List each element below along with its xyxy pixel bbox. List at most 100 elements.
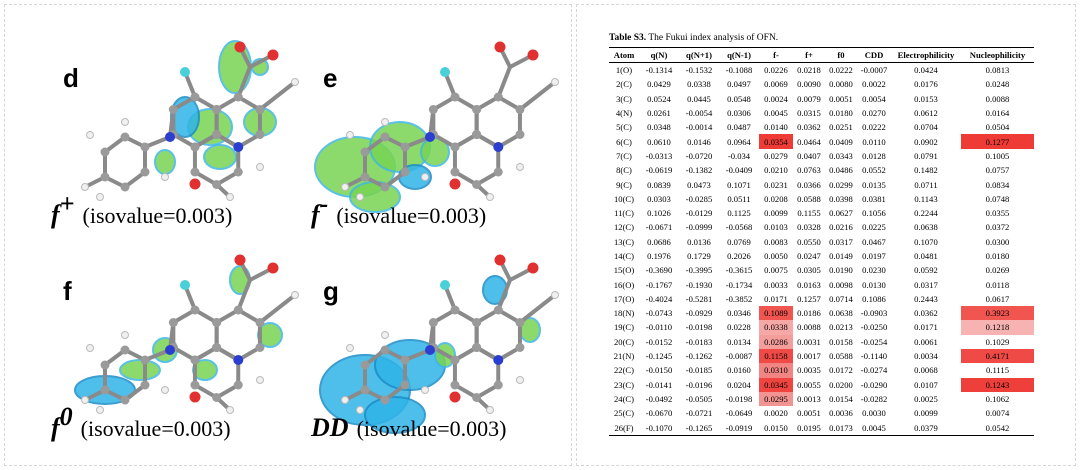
hydrogen-atom — [346, 344, 354, 352]
table-cell: 0.0088 — [985, 93, 1010, 104]
table-cell: 0.0218 — [797, 65, 821, 76]
table-cell: 0.0061 — [914, 336, 938, 347]
panel-caption: f+ (isovalue=0.003) — [51, 189, 232, 229]
atom — [100, 172, 110, 182]
table-cell: 0.0222 — [829, 65, 853, 76]
atom — [380, 395, 390, 405]
oxygen-atom — [449, 391, 461, 403]
table-cell: 0.0080 — [829, 79, 853, 90]
table-cell: 0.0552 — [862, 165, 886, 176]
oxygen-atom — [189, 178, 201, 190]
hydrogen-atom — [161, 386, 169, 394]
table-cell: 26(F) — [609, 420, 639, 436]
table-row: 11(C) 0.1026 -0.0129 0.1125 0.0099 0.1155 0.06… — [609, 206, 1034, 220]
table-cell: 0.0216 — [829, 222, 853, 233]
table-cell: 0.0617 — [985, 293, 1010, 304]
molecule — [319, 254, 559, 434]
orbital-lobe — [364, 396, 426, 434]
table-cell: 0.0548 — [727, 93, 751, 104]
table-cell: 0.0130 — [862, 279, 886, 290]
table-cell: 0.0173 — [825, 420, 857, 436]
table-cell: 0.0054 — [862, 93, 886, 104]
hydrogen-atom — [551, 291, 559, 299]
column-header: q(N-1) — [719, 47, 759, 63]
oxygen-atom — [494, 41, 506, 53]
table-cell: 0.0362 — [797, 122, 821, 133]
atom — [515, 130, 525, 139]
table-cell: -0.0568 — [725, 222, 753, 233]
atom — [515, 105, 525, 114]
column-header: q(N+1) — [679, 47, 719, 63]
table-cell: 0.0035 — [797, 365, 821, 376]
table-cell: 0.0017 — [797, 351, 821, 362]
table-cell: 0.0550 — [797, 236, 821, 247]
molecule — [74, 254, 299, 414]
table-row: 7(C) -0.0313 -0.0720 -0.034 0.0279 0.0407 0.03… — [609, 149, 1034, 163]
nitrogen-atom — [165, 132, 175, 142]
table-row: 3(C) 0.0524 0.0445 0.0548 0.0024 0.0079 0.0051… — [609, 92, 1034, 106]
table-cell: -0.0929 — [685, 308, 713, 319]
hydrogen-atom — [121, 331, 129, 339]
table-cell: -0.0141 — [645, 379, 673, 390]
atom — [380, 182, 390, 192]
table-cell: 0.0338 — [759, 320, 793, 335]
oxygen-atom — [267, 262, 279, 274]
molecule — [314, 41, 559, 213]
table-cell: 10(C) — [613, 193, 635, 204]
caption-symbol: f — [51, 413, 62, 442]
table-cell: 19(C) — [613, 322, 635, 333]
hydrogen-atom — [226, 406, 234, 414]
hydrogen-atom — [86, 344, 94, 352]
atom — [168, 105, 178, 114]
bond — [496, 65, 512, 99]
table-cell: 0.0055 — [797, 379, 821, 390]
atom — [140, 380, 150, 390]
table-cell: 9(C) — [616, 179, 632, 190]
table-cell: 0.0248 — [985, 79, 1010, 90]
table-cell: 0.0103 — [764, 222, 788, 233]
table-cell: 0.0099 — [764, 208, 788, 219]
figure-panel: d f+ (isovalue=0.003) e f- (isovalue=0.003) f f… — [4, 4, 572, 466]
header-row: Atom q(N) q(N+1) q(N-1) f-f+ f0 CDD Electrophil… — [609, 47, 1034, 63]
table-cell: 0.0036 — [829, 408, 853, 419]
table-cell: 2(C) — [616, 79, 632, 90]
table-cell: 0.0045 — [857, 420, 891, 436]
table-cell: 0.0317 — [829, 236, 853, 247]
orbital-lobe — [203, 144, 237, 170]
table-cell: 1(O) — [615, 65, 633, 76]
table-cell: 0.0118 — [985, 279, 1010, 290]
atom — [515, 318, 525, 327]
table-row: 8(C) -0.0619 -0.1382 -0.0409 0.0210 0.0763 0.0… — [609, 163, 1034, 177]
hydrogen-atom — [96, 193, 104, 201]
table-row: 18(N) -0.0743 -0.0929 0.0346 0.1089 0.0186 0.0… — [609, 306, 1034, 321]
table-cell: 0.0140 — [764, 122, 788, 133]
atom — [450, 305, 460, 315]
column-header: CDD — [857, 47, 891, 63]
hydrogen-atom — [341, 396, 349, 404]
table-cell: 0.0310 — [759, 363, 793, 378]
atom — [255, 343, 265, 352]
hydrogen-atom — [81, 396, 89, 404]
table-cell: 0.0149 — [829, 251, 853, 261]
hydrogen-atom — [381, 331, 389, 339]
atom — [233, 305, 243, 315]
table-cell: -0.0409 — [725, 165, 753, 176]
hydrogen-atom — [356, 406, 364, 414]
caption-superscript: 0 — [60, 402, 73, 431]
panel-letter: g — [323, 276, 339, 306]
fukui-table: Atom q(N) q(N+1) q(N-1) f-f+ f0 CDD Electrophil… — [609, 47, 1034, 436]
table-cell: 0.0763 — [797, 165, 821, 176]
table-cell: 0.0424 — [914, 65, 938, 76]
table-cell: -0.0619 — [645, 165, 673, 176]
table-cell: 12(C) — [613, 222, 635, 233]
table-cell: 0.1143 — [914, 193, 938, 204]
table-cell: 0.0031 — [797, 336, 821, 347]
bond — [517, 80, 557, 112]
hydrogen-atom — [226, 193, 234, 201]
table-cell: -0.1767 — [645, 279, 673, 290]
table-cell: 0.0247 — [797, 251, 821, 261]
table-cell: 0.0711 — [914, 179, 938, 190]
table-cell: 0.0160 — [727, 365, 751, 376]
atom — [255, 130, 265, 139]
table-cell: 0.1070 — [914, 236, 938, 247]
